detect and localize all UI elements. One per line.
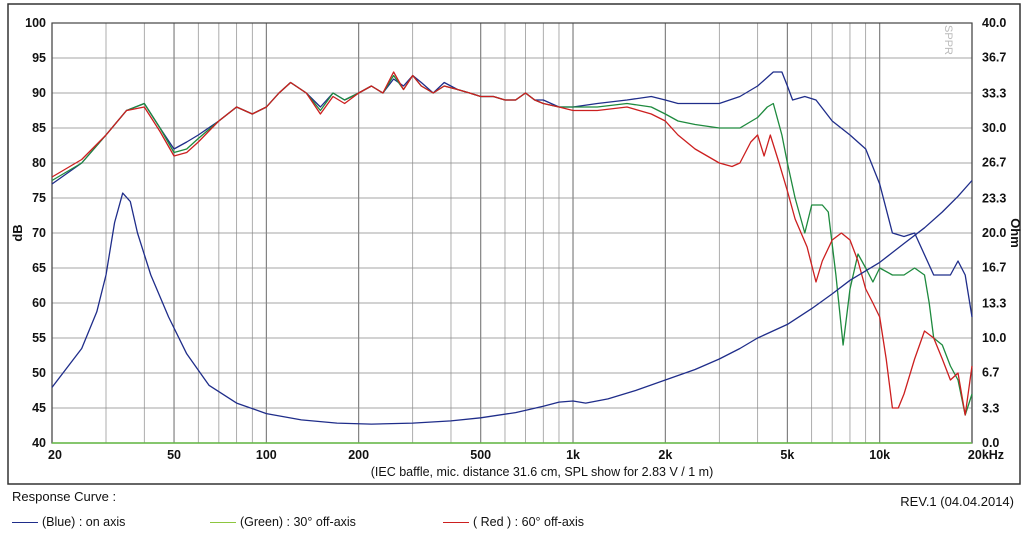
y-tick-left: 75 — [32, 191, 46, 205]
response-curve-title: Response Curve : — [12, 489, 117, 504]
y-tick-left: 70 — [32, 226, 46, 240]
y-axis-label-left: dB — [10, 224, 25, 241]
y-axis-label-right: Ohm — [1008, 218, 1023, 248]
y-tick-right: 0.0 — [982, 436, 999, 450]
y-tick-left: 65 — [32, 261, 46, 275]
x-tick-label: 10k — [869, 448, 890, 462]
x-tick-label: 200 — [348, 448, 369, 462]
y-tick-right: 3.3 — [982, 401, 999, 415]
x-tick-label: 20 — [48, 448, 62, 462]
legend-swatch-red — [443, 521, 469, 523]
y-tick-right: 10.0 — [982, 331, 1006, 345]
legend-label-red: ( Red ) : 60° off-axis — [473, 515, 585, 529]
y-tick-left: 95 — [32, 51, 46, 65]
y-tick-left: 85 — [32, 121, 46, 135]
y-tick-right: 16.7 — [982, 261, 1006, 275]
series-line-impedance — [51, 180, 973, 425]
x-tick-label: 100 — [256, 448, 277, 462]
y-tick-right: 23.3 — [982, 191, 1006, 205]
y-tick-left: 50 — [32, 366, 46, 380]
y-tick-left: 100 — [25, 16, 46, 30]
x-tick-label: 500 — [470, 448, 491, 462]
legend-blue: (Blue) : on axis — [12, 515, 125, 529]
y-tick-right: 6.7 — [982, 366, 999, 380]
chart-frame — [7, 3, 1021, 485]
x-tick-label: 1k — [566, 448, 580, 462]
legend-green: (Green) : 30° off-axis — [210, 515, 356, 529]
watermark: SPPR — [942, 25, 954, 55]
y-tick-left: 90 — [32, 86, 46, 100]
y-tick-left: 40 — [32, 436, 46, 450]
y-tick-right: 40.0 — [982, 16, 1006, 30]
y-tick-right: 26.7 — [982, 156, 1006, 170]
legend-swatch-green — [210, 521, 236, 523]
x-tick-label: 2k — [658, 448, 672, 462]
legend-red: ( Red ) : 60° off-axis — [443, 515, 584, 529]
revision-label: REV.1 (04.04.2014) — [900, 494, 1014, 509]
legend-label-blue: (Blue) : on axis — [42, 515, 126, 529]
x-tick-label: 20kHz — [968, 448, 1004, 462]
x-tick-label: 50 — [167, 448, 181, 462]
legend-label-green: (Green) : 30° off-axis — [240, 515, 356, 529]
y-tick-left: 55 — [32, 331, 46, 345]
legend-swatch-blue — [12, 521, 38, 523]
y-tick-right: 30.0 — [982, 121, 1006, 135]
y-tick-right: 20.0 — [982, 226, 1006, 240]
x-axis-label: (IEC baffle, mic. distance 31.6 cm, SPL … — [371, 465, 714, 479]
y-tick-right: 33.3 — [982, 86, 1006, 100]
y-tick-left: 80 — [32, 156, 46, 170]
x-tick-label: 5k — [780, 448, 794, 462]
y-tick-left: 45 — [32, 401, 46, 415]
y-tick-right: 36.7 — [982, 51, 1006, 65]
y-tick-right: 13.3 — [982, 296, 1006, 310]
y-tick-left: 60 — [32, 296, 46, 310]
series-line-2 — [51, 71, 973, 416]
